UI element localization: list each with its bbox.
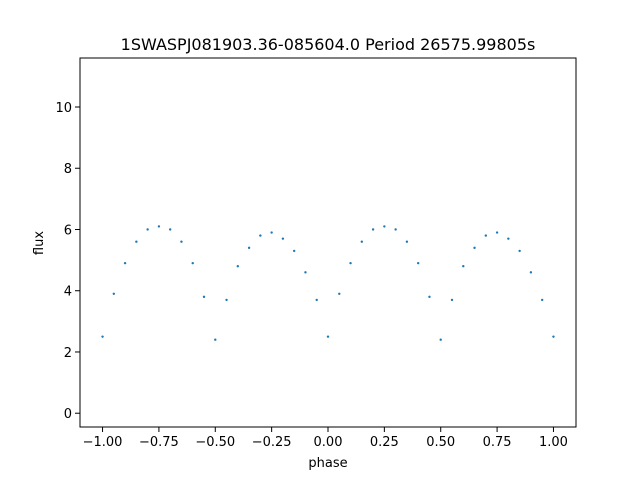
y-axis-ticks: 0 2 4 6 8 10 (55, 101, 80, 422)
y-tick-label: 10 (55, 101, 72, 116)
data-point (338, 292, 341, 295)
data-point (112, 292, 116, 295)
data-point (495, 231, 499, 234)
x-tick-label: −0.25 (252, 435, 292, 450)
y-tick-label: 0 (64, 407, 72, 422)
data-point (518, 249, 521, 253)
x-tick-label: 0.50 (426, 435, 455, 450)
data-point (360, 240, 364, 243)
data-point (540, 298, 544, 302)
data-point (270, 231, 273, 234)
x-tick-label: −0.75 (139, 435, 179, 450)
data-point (462, 265, 465, 268)
data-point (326, 335, 330, 338)
data-point (450, 298, 454, 302)
data-point (123, 261, 127, 265)
y-tick-label: 4 (64, 285, 72, 300)
x-tick-label: −1.00 (83, 435, 123, 450)
y-tick-label: 6 (64, 223, 72, 238)
data-point (315, 298, 318, 302)
data-point (428, 295, 431, 299)
data-point (135, 240, 138, 243)
data-point (292, 249, 296, 253)
x-tick-label: 1.00 (539, 435, 568, 450)
x-tick-label: 0.25 (370, 435, 399, 450)
scatter-points (101, 225, 555, 341)
data-point (101, 335, 104, 338)
data-point (146, 228, 149, 231)
x-tick-label: 0.00 (314, 435, 343, 450)
x-tick-label: −0.50 (195, 435, 235, 450)
data-point (484, 234, 488, 237)
x-axis-ticks: −1.00 −0.75 −0.50 −0.25 0.00 0.25 0.50 0.75 1.00 (83, 427, 568, 450)
data-point (394, 228, 397, 231)
data-point (552, 335, 555, 338)
data-point (529, 271, 533, 274)
data-point (507, 237, 510, 240)
data-point (247, 246, 251, 250)
data-point (383, 225, 386, 228)
data-point (202, 295, 206, 299)
data-point (157, 225, 161, 228)
data-point (191, 261, 194, 265)
data-point (225, 298, 228, 302)
data-point (180, 240, 183, 243)
chart-title: 1SWASPJ081903.36-085604.0 Period 26575.9… (121, 35, 536, 54)
data-point (439, 338, 442, 341)
x-tick-label: 0.75 (483, 435, 512, 450)
x-axis-label: phase (308, 456, 347, 471)
y-axis-label: flux (32, 231, 47, 255)
data-point (168, 228, 172, 231)
plot-frame (79, 57, 577, 428)
data-point (259, 234, 262, 237)
data-point (371, 228, 375, 231)
data-point (416, 261, 420, 265)
y-tick-label: 2 (64, 346, 72, 361)
data-point (349, 261, 352, 265)
data-point (281, 237, 285, 240)
data-point (473, 246, 476, 250)
data-point (236, 265, 240, 268)
data-point (405, 240, 409, 243)
data-point (214, 338, 217, 341)
y-tick-label: 8 (64, 162, 72, 177)
data-point (304, 271, 307, 274)
